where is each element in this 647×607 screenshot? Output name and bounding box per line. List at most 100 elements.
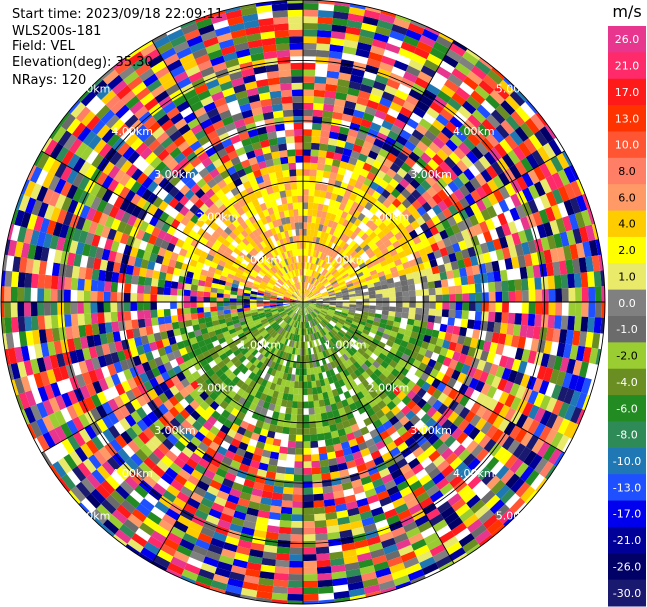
- velocity-gate: [406, 380, 416, 390]
- velocity-gate: [202, 420, 214, 431]
- velocity-gate: [300, 295, 303, 302]
- velocity-gate: [427, 158, 440, 171]
- velocity-gate: [427, 358, 437, 369]
- velocity-gate: [236, 302, 244, 306]
- velocity-gate: [123, 223, 134, 236]
- velocity-gate: [331, 251, 339, 259]
- velocity-gate: [303, 302, 308, 307]
- velocity-gate: [497, 378, 508, 392]
- velocity-gate: [487, 69, 504, 85]
- velocity-gate: [270, 306, 277, 309]
- velocity-gate: [351, 68, 365, 78]
- velocity-gate: [323, 432, 332, 440]
- velocity-gate: [305, 275, 308, 283]
- velocity-gate: [317, 572, 333, 581]
- velocity-gate: [460, 363, 471, 375]
- velocity-gate: [49, 234, 60, 250]
- velocity-gate: [222, 51, 238, 62]
- velocity-gate: [256, 126, 268, 136]
- velocity-gate: [181, 146, 194, 158]
- velocity-gate: [311, 256, 315, 264]
- velocity-gate: [372, 235, 381, 244]
- velocity-gate: [332, 327, 340, 334]
- velocity-gate: [303, 481, 313, 488]
- velocity-gate: [449, 474, 463, 488]
- velocity-gate: [426, 321, 435, 330]
- velocity-gate: [57, 289, 65, 302]
- velocity-gate: [102, 428, 115, 443]
- velocity-gate: [522, 187, 534, 202]
- velocity-gate: [433, 249, 442, 259]
- velocity-gate: [334, 343, 341, 351]
- velocity-gate: [279, 357, 285, 366]
- velocity-gate: [218, 461, 230, 472]
- velocity-gate: [175, 238, 185, 248]
- velocity-gate: [216, 163, 227, 174]
- velocity-gate: [215, 189, 225, 199]
- velocity-gate: [189, 389, 200, 400]
- velocity-gate: [391, 377, 402, 387]
- velocity-gate: [355, 292, 363, 297]
- velocity-gate: [359, 510, 373, 521]
- velocity-gate: [261, 449, 272, 458]
- velocity-gate: [233, 322, 241, 329]
- velocity-gate: [135, 184, 148, 198]
- velocity-gate: [284, 413, 292, 421]
- velocity-gate: [383, 543, 399, 555]
- velocity-gate: [495, 484, 511, 500]
- velocity-gate: [447, 411, 459, 424]
- velocity-gate: [283, 304, 291, 308]
- velocity-gate: [303, 587, 319, 595]
- velocity-gate: [98, 143, 112, 158]
- velocity-gate: [362, 244, 371, 252]
- velocity-gate: [309, 300, 317, 302]
- velocity-gate: [258, 577, 274, 587]
- velocity-gate: [296, 328, 299, 335]
- velocity-gate: [545, 397, 558, 413]
- velocity-gate: [280, 399, 288, 407]
- velocity-gate: [220, 230, 229, 240]
- velocity-gate: [576, 179, 585, 195]
- velocity-gate: [4, 302, 12, 318]
- velocity-gate: [359, 168, 370, 178]
- velocity-gate: [342, 46, 357, 55]
- velocity-gate: [218, 318, 226, 325]
- velocity-gate: [258, 92, 271, 101]
- velocity-gate: [268, 423, 277, 432]
- velocity-gate: [486, 351, 496, 364]
- velocity-gate: [166, 265, 175, 275]
- velocity-gate: [332, 229, 340, 237]
- velocity-gate: [80, 90, 97, 107]
- velocity-gate: [397, 441, 409, 453]
- velocity-gate: [202, 350, 211, 359]
- velocity-gate: [374, 74, 389, 85]
- velocity-gate: [273, 362, 280, 371]
- velocity-gate: [147, 388, 159, 400]
- velocity-gate: [367, 356, 376, 365]
- velocity-gate: [295, 290, 300, 297]
- velocity-gate: [313, 289, 320, 295]
- velocity-gate: [72, 431, 86, 447]
- velocity-gate: [421, 190, 433, 202]
- velocity-gate: [303, 76, 315, 83]
- velocity-gate: [77, 290, 84, 302]
- velocity-gate: [259, 283, 267, 288]
- velocity-gate: [217, 310, 225, 316]
- velocity-gate: [214, 252, 223, 260]
- velocity-gate: [313, 500, 325, 508]
- velocity-gate: [296, 354, 301, 362]
- velocity-gate: [338, 202, 347, 211]
- velocity-gate: [578, 257, 588, 273]
- velocity-gate: [323, 326, 330, 333]
- velocity-gate: [100, 67, 115, 80]
- velocity-gate: [514, 428, 528, 444]
- velocity-gate: [395, 296, 403, 302]
- velocity-gate: [336, 231, 343, 239]
- velocity-gate: [458, 184, 471, 198]
- velocity-gate: [304, 289, 307, 296]
- velocity-gate: [347, 581, 364, 591]
- velocity-gate: [317, 345, 322, 353]
- velocity-gate: [297, 302, 303, 306]
- velocity-gate: [337, 188, 346, 197]
- velocity-gate: [567, 273, 575, 289]
